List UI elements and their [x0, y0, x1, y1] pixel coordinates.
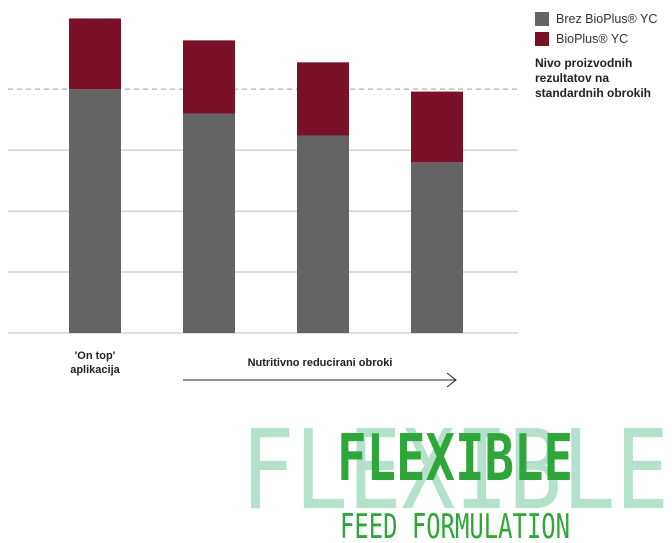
legend-item-series-1: Brez BioPlus® YC [535, 10, 672, 28]
bar-base-1 [69, 89, 121, 334]
bar-base-3 [297, 135, 349, 333]
bar-bioplus-3 [297, 62, 349, 136]
legend-label-series-2: BioPlus® YC [556, 32, 629, 46]
bar-bioplus-4 [411, 91, 463, 163]
bar-chart [8, 18, 518, 388]
bar-base-4 [411, 162, 463, 333]
reduced-feed-arrow [183, 372, 457, 388]
arrow-label: Nutritivno reducirani obroki [247, 357, 393, 369]
arrow-head [446, 372, 457, 388]
legend-item-series-2: BioPlus® YC [535, 30, 672, 48]
bar-base-2 [183, 113, 235, 334]
chart-bars [69, 18, 463, 334]
bar-bioplus-1 [69, 18, 121, 90]
category-label-on-top: 'On top' aplikacija [70, 350, 120, 376]
legend-label-series-1: Brez BioPlus® YC [556, 12, 658, 26]
bar-bioplus-2 [183, 40, 235, 114]
logo-subtitle: FEED FORMULATION [340, 507, 570, 543]
legend-note: Nivo proizvodnih rezultatov na standardn… [535, 56, 652, 100]
logo-word: FLEXIBLE [337, 422, 573, 496]
chart-legend: Brez BioPlus® YC BioPlus® YC Nivo proizv… [535, 10, 672, 101]
legend-swatch-series-2 [535, 32, 549, 46]
legend-swatch-series-1 [535, 12, 549, 26]
logo-background-word: FLEXIBLE [241, 406, 669, 534]
flexible-feed-formulation-logo: FLEXIBLE FLEXIBLE FEED FORMULATION [241, 406, 669, 543]
